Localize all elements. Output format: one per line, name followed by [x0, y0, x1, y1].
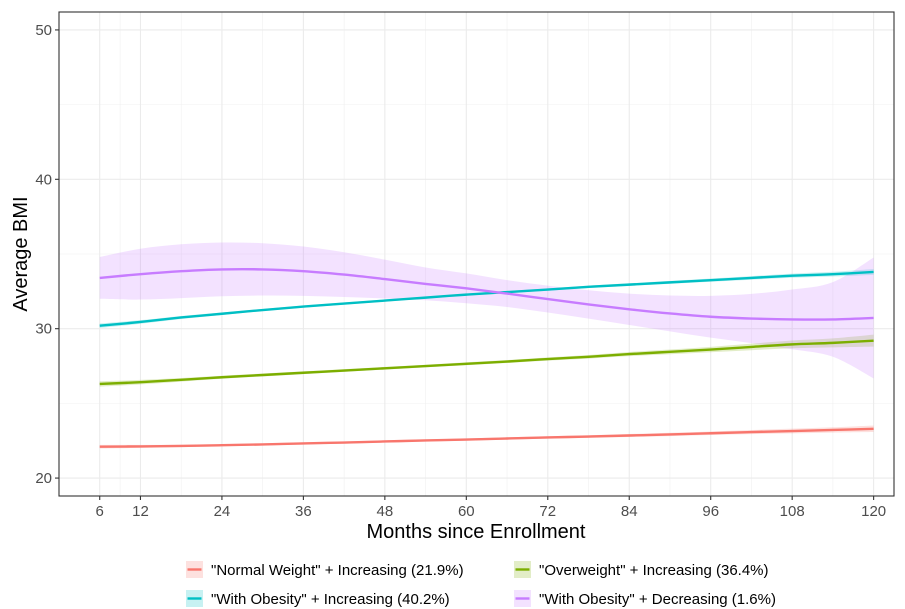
- series-line-3: [99, 270, 874, 327]
- legend-label: "With Obesity" + Decreasing (1.6%): [539, 591, 776, 608]
- grid-major: [59, 12, 894, 496]
- x-tick-label: 36: [295, 503, 312, 520]
- x-tick-label: 96: [702, 503, 719, 520]
- series-line-1: [99, 427, 874, 448]
- y-tick-label: 30: [35, 321, 52, 338]
- x-tick-label: 6: [96, 503, 104, 520]
- y-axis: 20 30 40 50: [35, 22, 59, 487]
- x-tick-label: 120: [861, 503, 886, 520]
- y-tick-label: 20: [35, 470, 52, 487]
- x-axis-title: Months since Enrollment: [367, 521, 586, 543]
- x-tick-label: 72: [539, 503, 556, 520]
- series-line-2: [99, 339, 874, 386]
- grid-minor: [59, 12, 894, 496]
- y-axis-title: Average BMI: [10, 196, 32, 311]
- x-tick-label: 108: [780, 503, 805, 520]
- x-tick-label: 24: [214, 503, 231, 520]
- confidence-band-4: [99, 242, 874, 379]
- legend-label: "With Obesity" + Increasing (40.2%): [211, 591, 450, 608]
- plot-border: [58, 11, 895, 497]
- series-line-4: [99, 267, 874, 321]
- x-tick-label: 12: [132, 503, 149, 520]
- x-tick-label: 60: [458, 503, 475, 520]
- x-tick-label: 84: [621, 503, 638, 520]
- y-tick-label: 50: [35, 22, 52, 39]
- legend-label: "Overweight" + Increasing (36.4%): [539, 562, 769, 579]
- x-tick-label: 48: [377, 503, 394, 520]
- x-axis: 6 12 24 36 48 60 72 84 96 108 120: [96, 496, 886, 520]
- legend-label: "Normal Weight" + Increasing (21.9%): [211, 562, 464, 579]
- y-tick-label: 40: [35, 171, 52, 188]
- series-lines: [99, 267, 874, 448]
- legend: "Normal Weight" + Increasing (21.9%) "Ove…: [186, 561, 776, 608]
